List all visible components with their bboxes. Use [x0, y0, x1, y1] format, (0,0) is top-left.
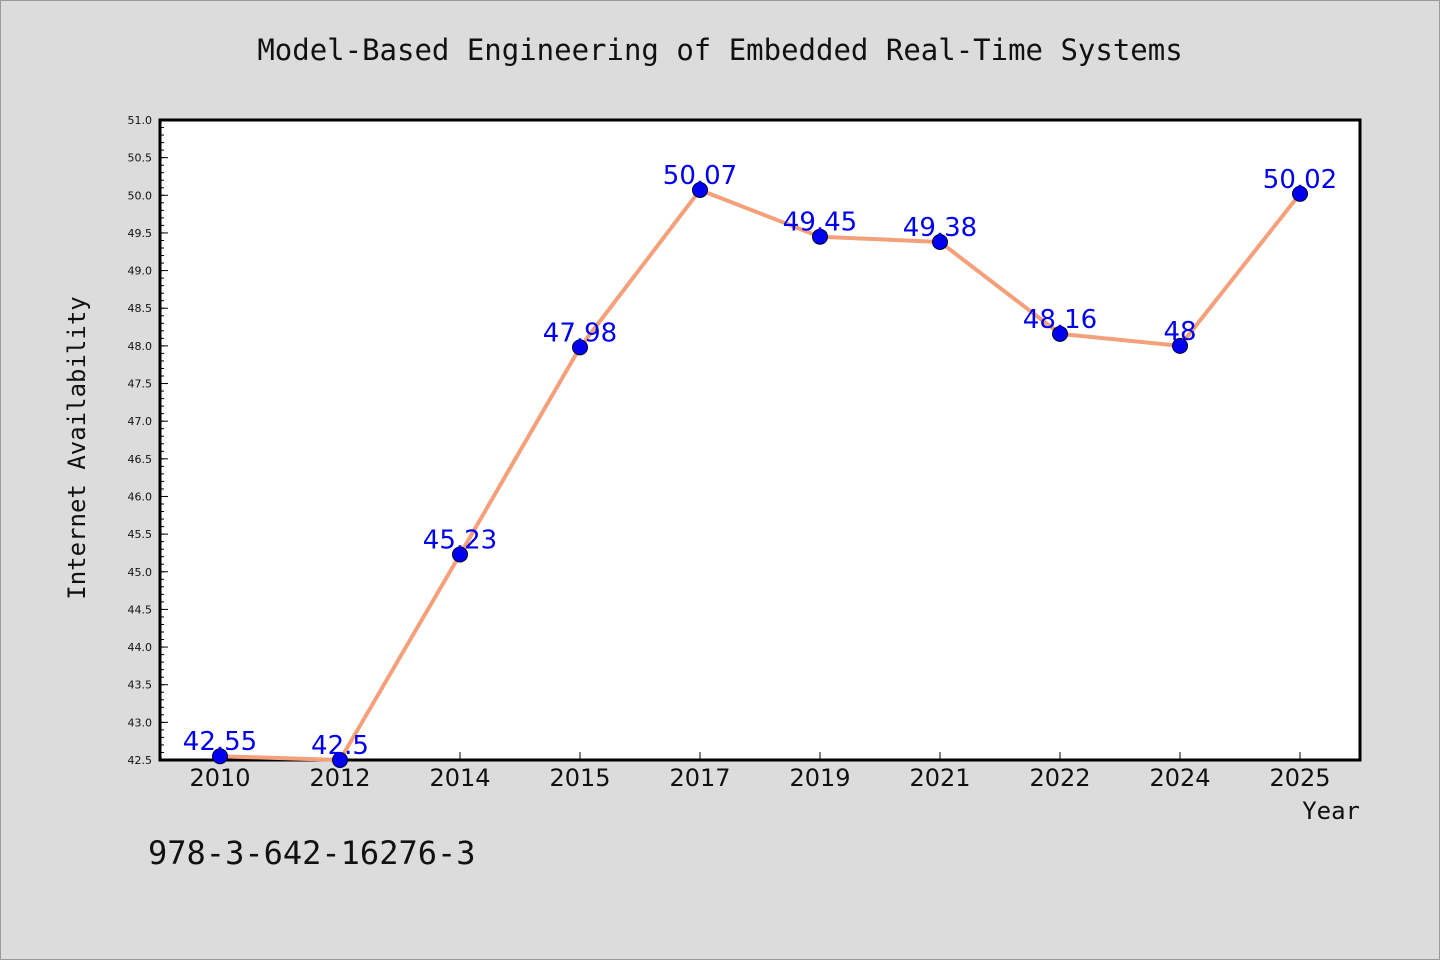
y-tick-label: 43.0 — [128, 716, 153, 729]
data-point — [212, 748, 228, 765]
data-label: 50.02 — [1263, 165, 1337, 195]
x-axis-label: Year — [1302, 797, 1360, 825]
x-tick-label: 2025 — [1269, 764, 1330, 792]
data-point — [572, 339, 588, 356]
data-point — [812, 228, 828, 245]
data-label: 42.5 — [311, 731, 369, 761]
y-tick-label: 42.5 — [128, 754, 153, 767]
data-label: 49.45 — [783, 208, 857, 238]
data-label: 47.98 — [543, 318, 617, 348]
y-axis-label: Internet Availability — [63, 296, 91, 599]
data-label: 48.16 — [1023, 305, 1097, 335]
x-tick-label: 2024 — [1149, 764, 1210, 792]
x-tick-label: 2014 — [429, 764, 490, 792]
chart-title: Model-Based Engineering of Embedded Real… — [257, 33, 1183, 67]
x-tick-label: 2021 — [909, 764, 970, 792]
y-tick-label: 50.0 — [128, 189, 153, 202]
y-tick-label: 48.0 — [128, 340, 153, 353]
x-tick-label: 2019 — [789, 764, 850, 792]
data-point — [692, 182, 708, 199]
x-tick-label: 2017 — [669, 764, 730, 792]
y-tick-label: 48.5 — [128, 302, 153, 315]
y-tick-label: 43.5 — [128, 679, 153, 692]
y-tick-label: 45.0 — [128, 566, 153, 579]
data-label: 42.55 — [183, 727, 257, 757]
data-label: 48 — [1163, 317, 1196, 347]
isbn-text: 978-3-642-16276-3 — [148, 834, 476, 872]
data-label: 50.07 — [663, 161, 737, 191]
x-tick-label: 2015 — [549, 764, 610, 792]
y-tick-label: 47.5 — [128, 378, 153, 391]
data-point — [1292, 185, 1308, 202]
y-tick-label: 49.5 — [128, 227, 153, 240]
data-point — [932, 233, 948, 250]
data-point — [1052, 325, 1068, 342]
y-tick-label: 49.0 — [128, 265, 153, 278]
y-tick-label: 46.5 — [128, 453, 153, 466]
data-label: 49.38 — [903, 213, 977, 243]
x-tick-label: 2010 — [189, 764, 250, 792]
y-tick-label: 44.0 — [128, 641, 153, 654]
series-line — [219, 188, 1302, 762]
y-tick-label: 51.0 — [128, 114, 153, 127]
data-label: 45.23 — [423, 525, 497, 555]
y-tick-label: 50.5 — [128, 152, 153, 165]
y-tick-label: 46.0 — [128, 490, 153, 503]
x-tick-label: 2022 — [1029, 764, 1090, 792]
y-tick-label: 45.5 — [128, 528, 153, 541]
data-point — [1172, 337, 1188, 354]
y-tick-label: 47.0 — [128, 415, 153, 428]
plot-area — [158, 118, 1362, 762]
data-point — [332, 752, 348, 768]
data-point — [452, 546, 468, 563]
x-tick-label: 2012 — [309, 764, 370, 792]
y-tick-label: 44.5 — [128, 603, 153, 616]
